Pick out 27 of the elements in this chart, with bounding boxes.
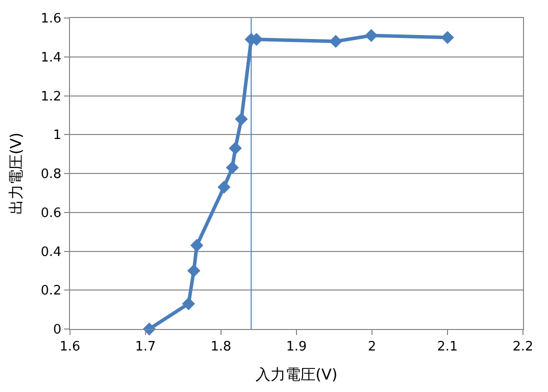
x-axis-title: 入力電圧(V) (256, 366, 338, 384)
point (182, 297, 196, 310)
y-tick-label: 0 (53, 322, 62, 338)
point (226, 161, 239, 174)
point (441, 30, 454, 44)
y-tick-label: 1 (53, 128, 62, 144)
y-tick-label: 0.2 (40, 284, 62, 299)
y-axis-title: 出力電圧(V) (6, 132, 25, 214)
y-tick-label: 1.4 (40, 50, 62, 66)
point (228, 142, 242, 155)
point (218, 180, 231, 194)
point (329, 34, 342, 48)
x-tick-label: 1.8 (210, 340, 232, 355)
x-tick-label: 2.2 (512, 340, 534, 355)
x-tick-label: 2.1 (437, 340, 458, 355)
x-tick-label: 1.7 (135, 340, 156, 355)
point (190, 238, 204, 252)
y-tick-label: 0.6 (40, 206, 62, 221)
point (234, 112, 248, 126)
y-tick-label: 1.2 (40, 89, 62, 104)
x-tick-label: 1.9 (286, 340, 307, 355)
point (364, 28, 378, 42)
y-tick-label: 0.8 (40, 167, 62, 182)
x-tick-label: 2 (368, 340, 376, 355)
y-tick-label: 0.4 (40, 244, 62, 260)
y-tick-label: 1.6 (40, 12, 62, 27)
point (187, 264, 200, 278)
